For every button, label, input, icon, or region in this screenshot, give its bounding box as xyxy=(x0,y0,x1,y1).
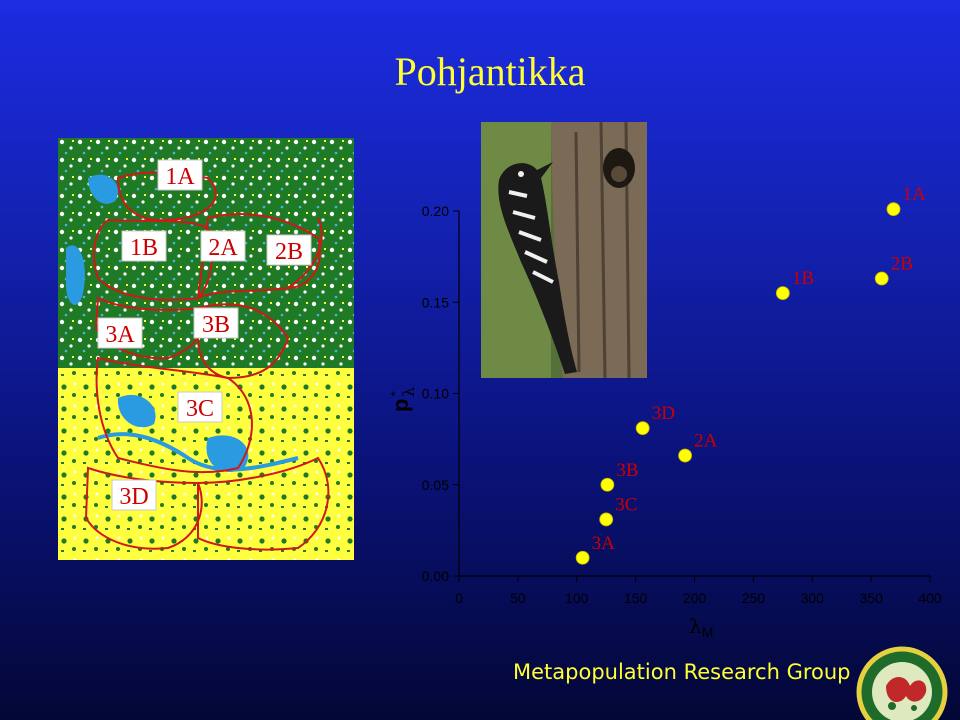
scatter-point-1a xyxy=(886,202,901,217)
map-label-1a: 1A xyxy=(165,164,195,190)
region-map: 1A 1B 2A 2B 3A 3B 3C 3D xyxy=(58,138,354,560)
logo-dot-1 xyxy=(888,702,896,710)
x-tick-label: 200 xyxy=(683,590,707,606)
scatter-point-2a xyxy=(678,448,692,463)
chick-in-hole-icon xyxy=(611,166,627,182)
y-axis-label-sup: * xyxy=(387,391,403,397)
chart-ticks: 0 50 100 150 200 250 300 350 400 0.00 0.05 0.10 0.15… xyxy=(422,203,942,606)
scatter-point-3a xyxy=(575,550,590,565)
map-label-3a: 3A xyxy=(105,322,135,348)
x-tick-label: 100 xyxy=(565,590,589,606)
x-axis-label-symbol: λ xyxy=(689,614,702,638)
woodpecker-markings xyxy=(508,190,554,284)
x-axis-label-sub: M xyxy=(702,624,714,640)
scatter-point-3c xyxy=(599,512,614,527)
point-label-1a: 1A xyxy=(902,184,926,205)
scatter-point-2b xyxy=(874,271,889,286)
x-tick-label: 300 xyxy=(801,590,825,606)
x-tick-label: 0 xyxy=(455,590,463,606)
map-label-3b: 3B xyxy=(202,312,230,338)
map-lake-north xyxy=(88,174,118,204)
scatter-point-1b xyxy=(775,286,790,301)
point-label-3d: 3D xyxy=(652,403,675,424)
map-label-2b: 2B xyxy=(275,239,303,265)
map-lake-east xyxy=(206,435,249,473)
point-label-3b: 3B xyxy=(616,460,638,481)
chart-points: 1A 2B 1B 3D 2A 3B 3C 3A xyxy=(575,184,926,565)
x-tick-label: 250 xyxy=(742,590,766,606)
logo-dot-2 xyxy=(911,705,917,711)
mrg-logo xyxy=(856,646,948,720)
map-label-3d: 3D xyxy=(119,484,148,510)
slide-title: Pohjantikka xyxy=(394,49,586,94)
y-tick-label: 0.20 xyxy=(422,203,449,219)
y-axis-label-sub: λ xyxy=(399,387,418,397)
point-label-2a: 2A xyxy=(694,431,718,452)
scatter-point-3d xyxy=(635,421,650,436)
map-river xyxy=(97,432,299,472)
point-label-2b: 2B xyxy=(891,254,913,275)
map-label-1b: 1B xyxy=(130,235,158,261)
woodpecker-photo xyxy=(481,122,647,378)
y-tick-label: 0.10 xyxy=(422,386,449,402)
map-lake-west xyxy=(66,245,85,305)
y-tick-label: 0.05 xyxy=(422,477,449,493)
chart-axes xyxy=(458,211,930,577)
x-tick-label: 400 xyxy=(918,590,942,606)
scatter-point-3b xyxy=(600,477,615,492)
point-label-3a: 3A xyxy=(592,533,616,554)
footer-text: Metapopulation Research Group xyxy=(513,660,851,684)
map-region-labels: 1A 1B 2A 2B 3A 3B 3C 3D xyxy=(97,159,312,511)
x-tick-label: 150 xyxy=(624,590,648,606)
y-axis-label-main: p xyxy=(388,399,413,412)
map-label-3c: 3C xyxy=(186,396,214,422)
y-tick-label: 0.15 xyxy=(422,294,449,310)
woodpecker-eye-icon xyxy=(518,171,524,177)
x-tick-label: 50 xyxy=(510,590,526,606)
y-tick-label: 0.00 xyxy=(422,568,449,584)
x-tick-label: 350 xyxy=(859,590,883,606)
map-lake-central xyxy=(117,394,156,428)
x-axis-label: λM xyxy=(689,614,713,640)
point-label-3c: 3C xyxy=(615,494,637,515)
logo-butterfly-icon xyxy=(886,677,927,702)
map-label-2a: 2A xyxy=(208,235,238,261)
point-label-1b: 1B xyxy=(792,268,814,289)
y-axis-label: p *λ xyxy=(387,387,418,412)
